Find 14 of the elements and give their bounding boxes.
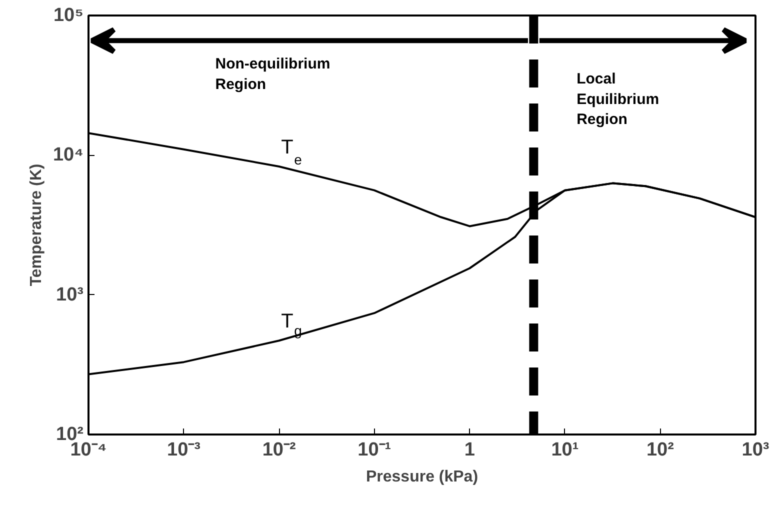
annotation: Local Equilibrium Region	[576, 70, 660, 128]
x-tick-label: 1	[464, 440, 476, 460]
x-tick-label: 10¹	[551, 440, 579, 460]
x-tick-label: 10⁻¹	[358, 440, 392, 460]
x-tick-label: 10²	[646, 440, 674, 460]
y-axis-title: Temperature (K)	[28, 164, 45, 286]
x-tick-label: 10³	[742, 440, 770, 460]
y-tick-label: 10⁴	[52, 144, 84, 166]
x-tick-label: 10⁻²	[262, 440, 296, 460]
y-tick-label: 10³	[56, 284, 84, 306]
x-axis-title: Pressure (kPa)	[366, 468, 478, 486]
annotation: Non-equilibrium Region	[215, 55, 330, 93]
x-tick-label: 10⁻³	[167, 440, 201, 460]
y-tick-label: 10⁵	[53, 5, 84, 26]
